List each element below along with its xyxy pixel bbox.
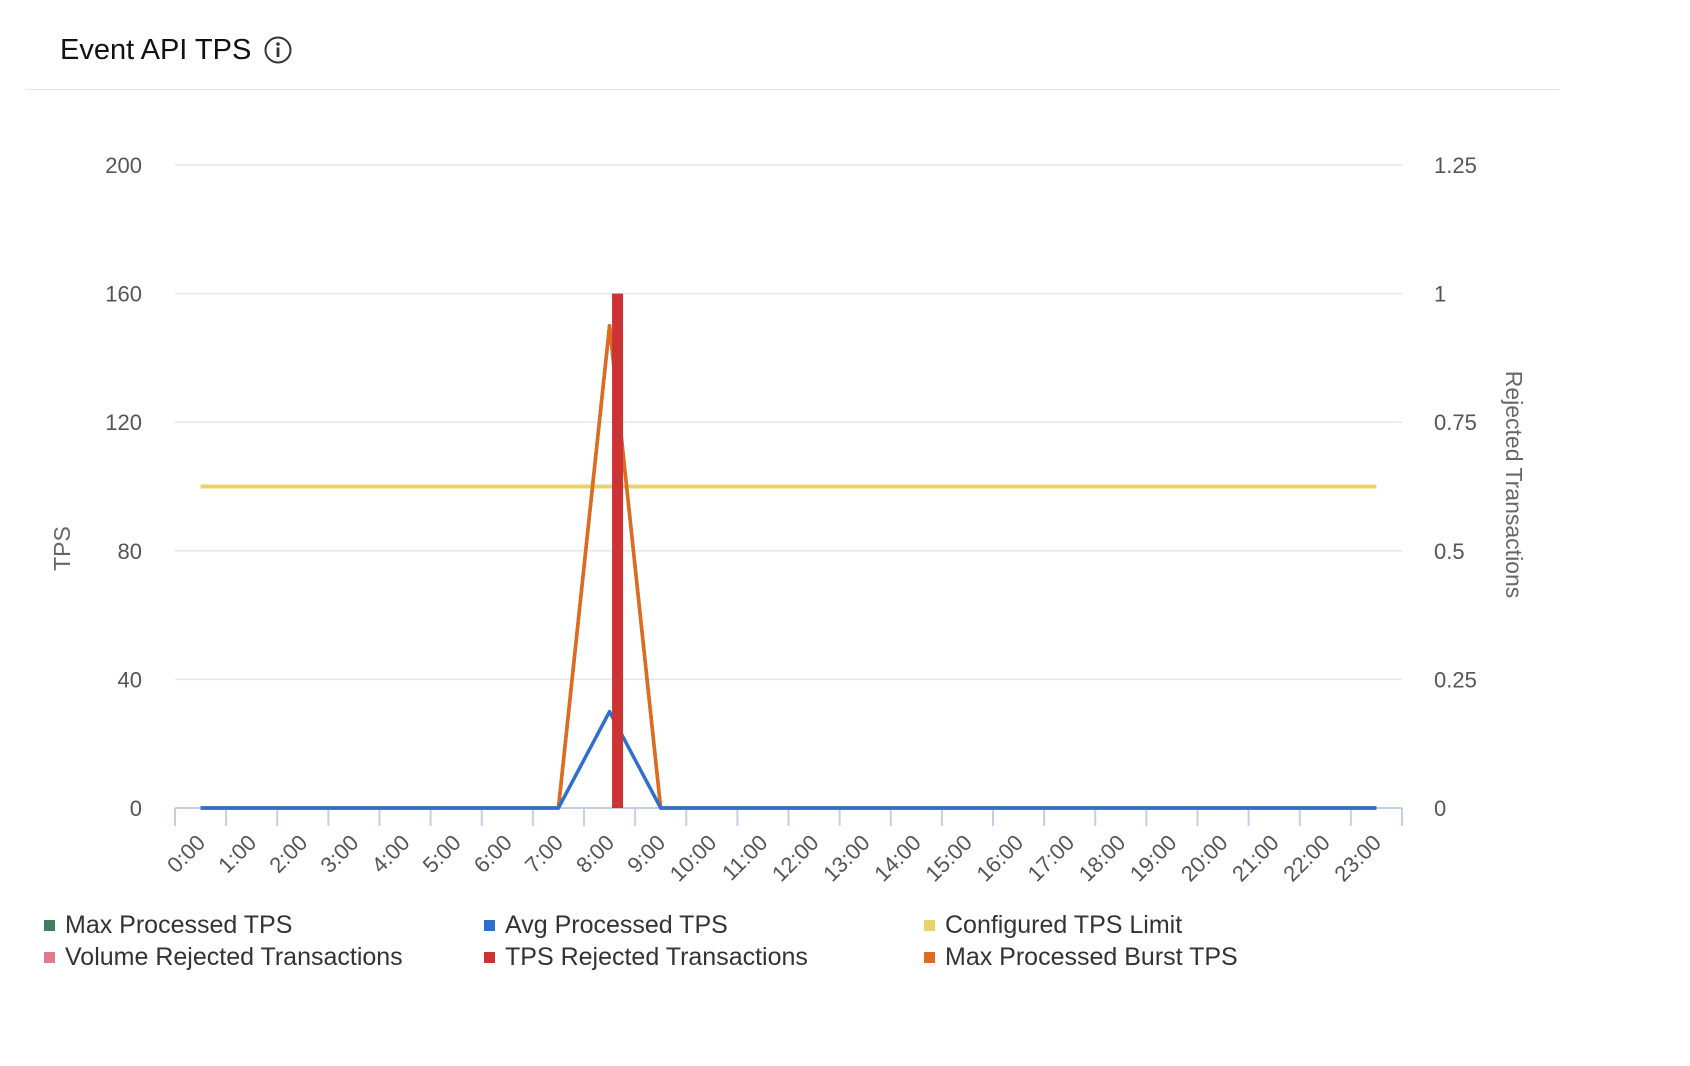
x-tick-label: 15:00 bbox=[920, 830, 977, 887]
legend-swatch bbox=[44, 919, 55, 931]
x-tick-label: 17:00 bbox=[1023, 830, 1080, 887]
x-tick-label: 3:00 bbox=[316, 830, 364, 878]
x-tick-label: 23:00 bbox=[1329, 830, 1386, 887]
info-circle-icon[interactable] bbox=[263, 35, 293, 65]
legend-item-max-processed-burst-tps[interactable]: Max Processed Burst TPS bbox=[924, 942, 1364, 971]
x-tick-label: 16:00 bbox=[971, 830, 1028, 887]
y-axis-right-title: Rejected Transactions bbox=[1501, 371, 1527, 599]
header-divider bbox=[26, 89, 1560, 90]
y-right-tick-label: 1.25 bbox=[1434, 153, 1477, 178]
series bbox=[200, 324, 1377, 810]
legend-swatch bbox=[484, 951, 495, 963]
x-tick-label: 20:00 bbox=[1176, 830, 1233, 887]
series-line-avg-processed-tps[interactable] bbox=[200, 709, 1377, 810]
legend-swatch bbox=[924, 951, 935, 963]
x-tick-label: 8:00 bbox=[571, 830, 619, 878]
y-right-tick-label: 0.5 bbox=[1434, 539, 1465, 564]
y-left-tick-label: 80 bbox=[118, 539, 142, 564]
x-tick-label: 9:00 bbox=[622, 830, 670, 878]
legend-label: Max Processed TPS bbox=[65, 910, 293, 939]
x-tick-label: 13:00 bbox=[818, 830, 875, 887]
legend-label: Volume Rejected Transactions bbox=[65, 942, 403, 971]
x-tick-label: 5:00 bbox=[418, 830, 466, 878]
legend-label: Max Processed Burst TPS bbox=[945, 942, 1238, 971]
legend-item-avg-processed-tps[interactable]: Avg Processed TPS bbox=[484, 910, 924, 939]
legend-item-tps-rejected-transactions[interactable]: TPS Rejected Transactions bbox=[484, 942, 924, 971]
legend-label: Avg Processed TPS bbox=[505, 910, 728, 939]
x-tick-label: 21:00 bbox=[1227, 830, 1284, 887]
legend-item-configured-tps-limit[interactable]: Configured TPS Limit bbox=[924, 910, 1364, 939]
bars bbox=[612, 293, 624, 809]
gridlines bbox=[175, 164, 1402, 681]
panel-title: Event API TPS bbox=[60, 33, 252, 66]
x-tick-label: 14:00 bbox=[869, 830, 926, 887]
panel-header: Event API TPS bbox=[60, 28, 293, 72]
y-right-tick-label: 0 bbox=[1434, 796, 1446, 821]
legend-label: Configured TPS Limit bbox=[945, 910, 1183, 939]
series-line-max-processed-tps[interactable] bbox=[200, 324, 1377, 810]
x-tick-label: 7:00 bbox=[520, 830, 568, 878]
x-tick-label: 2:00 bbox=[264, 830, 312, 878]
y-left-tick-label: 120 bbox=[105, 410, 142, 435]
x-tick-label: 18:00 bbox=[1074, 830, 1131, 887]
legend-swatch bbox=[44, 951, 55, 963]
x-tick-label: 19:00 bbox=[1125, 830, 1182, 887]
legend: Max Processed TPS Avg Processed TPS Conf… bbox=[44, 910, 1424, 971]
y-right-tick-label: 0.75 bbox=[1434, 410, 1477, 435]
x-tick-label: 6:00 bbox=[469, 830, 517, 878]
x-tick-label: 11:00 bbox=[717, 830, 772, 885]
y-left-tick-label: 40 bbox=[118, 667, 142, 692]
y-left-tick-label: 0 bbox=[130, 796, 142, 821]
y-right-tick-label: 0.25 bbox=[1434, 667, 1477, 692]
x-tick-label: 0:00 bbox=[162, 830, 210, 878]
x-tick-label: 1:00 bbox=[213, 830, 261, 878]
series-line-max-processed-burst-tps[interactable] bbox=[200, 324, 1377, 810]
x-tick-label: 22:00 bbox=[1278, 830, 1335, 887]
axes bbox=[174, 807, 1403, 826]
x-tick-label: 12:00 bbox=[767, 830, 824, 887]
x-tick-label: 4:00 bbox=[367, 830, 415, 878]
legend-label: TPS Rejected Transactions bbox=[505, 942, 808, 971]
legend-item-volume-rejected-transactions[interactable]: Volume Rejected Transactions bbox=[44, 942, 484, 971]
y-right-tick-label: 1 bbox=[1434, 282, 1446, 307]
legend-item-max-processed-tps[interactable]: Max Processed TPS bbox=[44, 910, 484, 939]
bar-tps-rejected-transactions[interactable] bbox=[612, 293, 624, 809]
legend-swatch bbox=[484, 919, 495, 931]
y-left-tick-label: 200 bbox=[105, 153, 142, 178]
y-left-tick-label: 160 bbox=[105, 282, 142, 307]
y-axis-left-title: TPS bbox=[49, 526, 75, 571]
x-tick-label: 10:00 bbox=[665, 830, 722, 887]
legend-swatch bbox=[924, 919, 935, 931]
